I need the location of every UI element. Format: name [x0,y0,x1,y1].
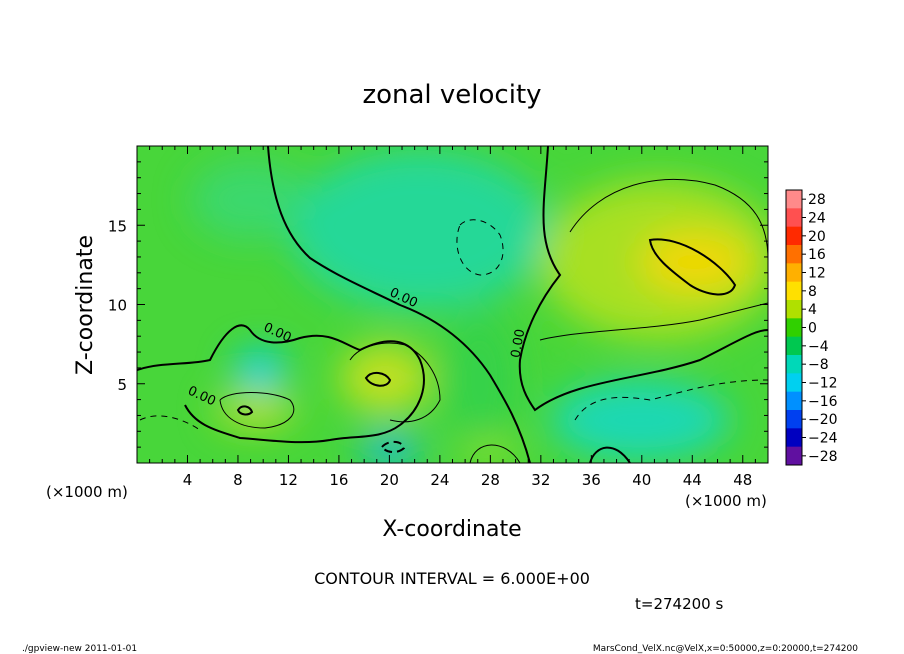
y-tick-label: 10 [108,297,127,315]
x-axis: 4 8 12 16 20 24 28 32 36 40 44 48 [149,146,756,489]
colorbar-swatch [786,245,802,264]
colorbar-swatch [786,336,802,356]
zero-contour-main [267,146,531,463]
max-contour-mid [364,372,392,387]
y-axis-title: Z-coordinate [73,235,98,375]
field-cyan-upper [290,150,550,310]
colorbar-label: −8 [808,357,829,373]
field-cyan-upper-left [190,160,310,240]
bottom-contour-right [589,446,631,463]
dashed-contour-upper [456,219,504,276]
field-yellowgreen-mid [340,343,430,413]
colorbar-swatch [786,373,802,393]
min-contour-blue [380,440,406,453]
field-yellow-right [640,232,750,292]
max-contour-left [236,405,254,416]
y-tick-label: 5 [117,376,127,394]
max-contour-right [648,238,737,296]
colorbar-label: −28 [808,449,838,465]
field-lightgreen-bottom [460,440,520,463]
colorbar-label: 16 [808,247,826,263]
thin-contour-right [539,179,768,341]
colorbar-label: −24 [808,431,838,447]
colorbar-swatch [786,410,802,429]
thin-contour-left [219,392,295,429]
colorbar-label: −20 [808,412,838,428]
colorbar: 28 24 20 16 12 8 4 0 −4 −8 −12 −16 −20 −24 −28 [785,189,838,466]
footer-right: MarsCond_VelX.nc@VelX,x=0:50000,z=0:2000… [593,644,858,654]
thin-contour-mid [349,342,441,423]
colorbar-swatch [786,190,802,209]
contour-label: 0.00 [509,328,529,359]
footer-left: ./gpview-new 2011-01-01 [22,644,137,654]
colorbar-label: 24 [808,211,826,227]
colorbar-label: 28 [808,192,826,208]
bottom-contour-mid [469,444,521,463]
colorbar-swatch [786,300,802,319]
x-tick-label: 36 [582,471,601,489]
x-tick-label: 44 [683,471,702,489]
contour-interval: CONTOUR INTERVAL = 6.000E+00 [314,569,590,588]
x-tick-label: 8 [233,471,243,489]
x-tick-label: 20 [380,471,399,489]
colorbar-label: −12 [808,376,838,392]
x-tick-label: 4 [183,471,193,489]
colorbar-swatch [786,428,802,448]
colorbar-swatch [786,208,802,228]
x-tick-label: 24 [430,471,449,489]
colorbar-swatch [786,263,802,283]
field-blue-bottom [360,435,420,463]
x-axis-title: X-coordinate [382,517,521,542]
colorbar-label: 0 [808,321,817,337]
colorbar-swatch [786,281,802,301]
time-label: t=274200 s [635,595,723,613]
x-tick-label: 32 [531,471,550,489]
colorbar-label: 20 [808,229,826,245]
x-unit-label-right: (×1000 m) [685,492,767,510]
x-tick-label: 12 [279,471,298,489]
dashed-contour-lower-right [574,379,768,421]
colorbar-label: −4 [808,339,829,355]
x-tick-label: 40 [632,471,651,489]
colorbar-label: −16 [808,394,838,410]
field-green-strip [440,310,520,450]
colorbar-swatch [786,318,802,338]
field-cyan-lower-right [550,380,730,460]
chart-title: zonal velocity [362,80,541,110]
colorbar-swatch [786,446,802,466]
zero-contour-left [137,324,425,444]
plot-area: 0.000.000.000.00 [136,145,769,464]
field-yellowgreen-left [215,392,295,428]
dashed-contour-bottom-left [139,415,201,431]
x-unit-label: (×1000 m) [46,483,128,501]
x-tick-label: 48 [733,471,752,489]
colorbar-swatch [786,226,802,246]
x-tick-label: 16 [329,471,348,489]
y-tick-label: 15 [108,217,127,235]
colorbar-swatch [786,391,802,411]
colorbar-swatch [786,355,802,374]
contours [137,146,768,463]
field-blobs [190,150,768,463]
colorbar-label: 12 [808,266,826,282]
colorbar-label: 8 [808,284,817,300]
colorbar-label: 4 [808,302,817,318]
zero-contour-right [518,146,768,412]
x-tick-label: 28 [481,471,500,489]
field-cyan-left [235,350,285,390]
y-axis: 5 10 15 [108,161,768,448]
